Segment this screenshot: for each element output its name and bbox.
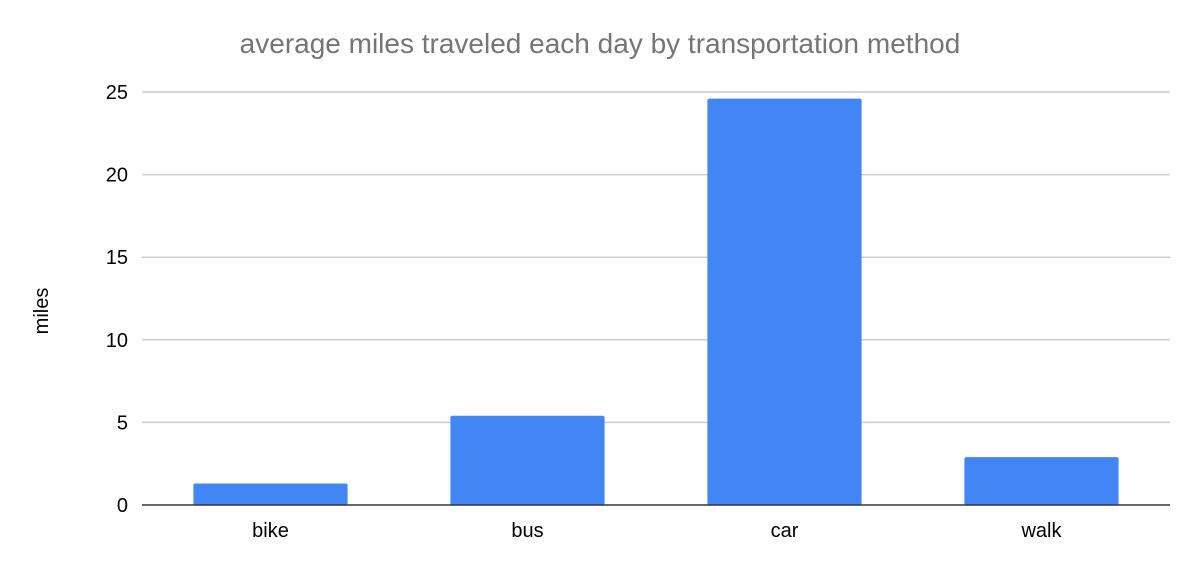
y-tick-label: 20 (106, 165, 128, 187)
bar-bus (450, 415, 605, 505)
chart-title: average miles traveled each day by trans… (240, 28, 961, 59)
x-axis: bike bus car walk (142, 504, 1170, 542)
x-tick-label: walk (1020, 520, 1062, 542)
x-tick-label: car (771, 520, 799, 542)
x-tick-label: bike (252, 520, 289, 542)
gridlines: 0 5 10 15 20 25 (106, 82, 1170, 517)
bar-bike (193, 483, 348, 505)
y-tick-label: 25 (106, 82, 128, 104)
y-tick-label: 5 (117, 412, 128, 434)
y-tick-label: 0 (117, 495, 128, 517)
x-tick-label: bus (511, 520, 543, 542)
y-tick-label: 10 (106, 330, 128, 352)
bars (193, 98, 1119, 505)
bar-walk (964, 457, 1119, 505)
y-tick-label: 15 (106, 247, 128, 269)
y-axis-label: miles (31, 288, 53, 335)
bar-car (707, 98, 862, 505)
